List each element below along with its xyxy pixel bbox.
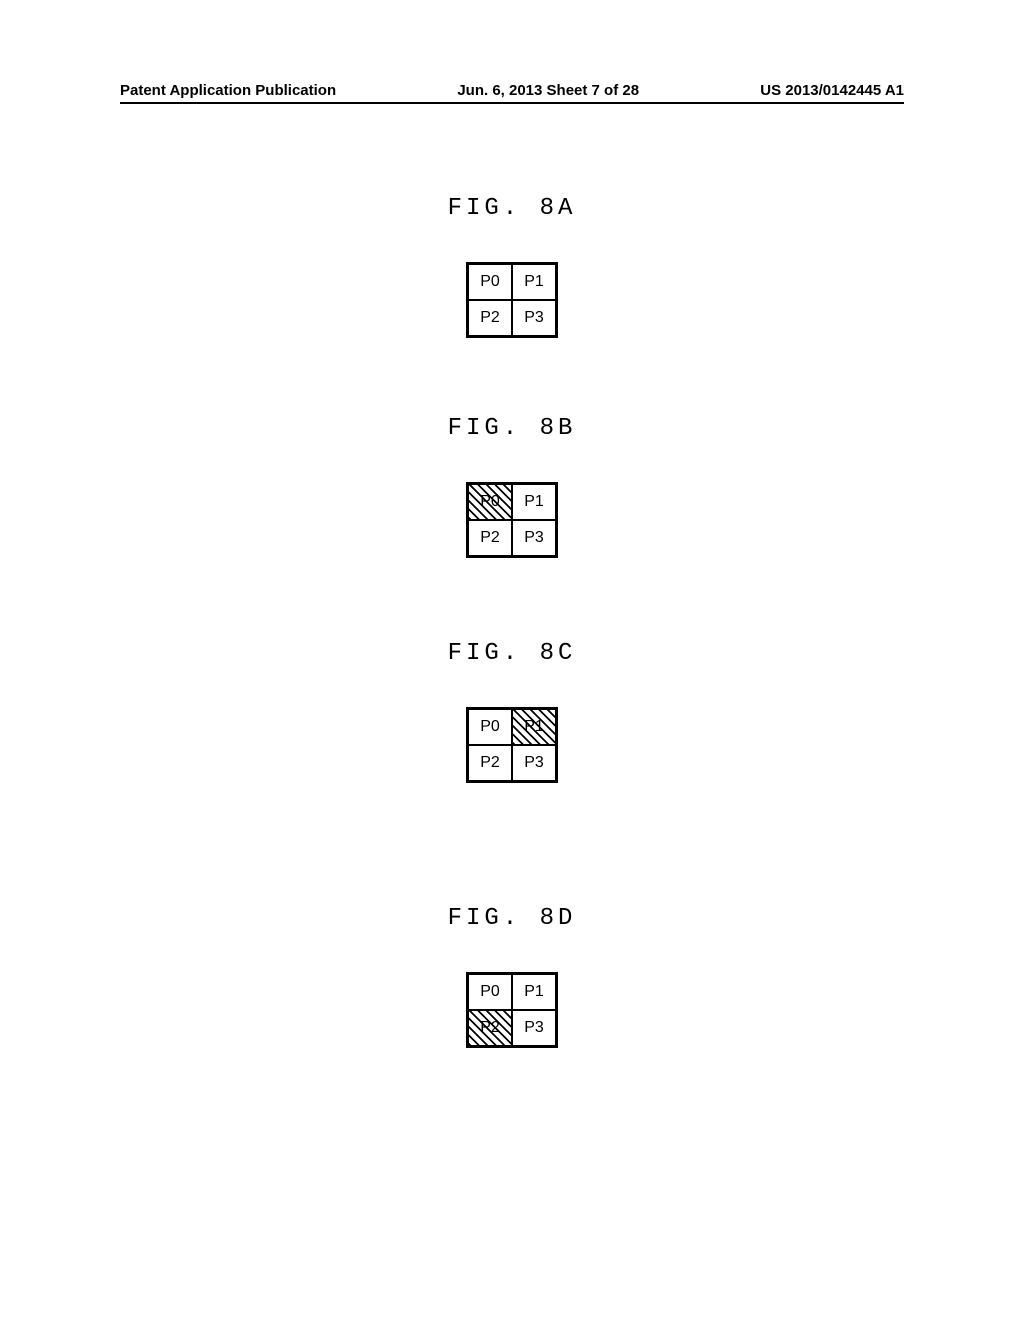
figure-8c: FIG. 8C P0 P1 P2 P3 — [0, 640, 1024, 783]
header-center: Jun. 6, 2013 Sheet 7 of 28 — [457, 82, 639, 99]
pixel-grid: P0 P1 P2 P3 — [466, 482, 558, 558]
header-rule — [120, 102, 904, 104]
figure-title: FIG. 8C — [448, 640, 577, 667]
cell-label: P2 — [480, 754, 500, 772]
cell-label: P0 — [480, 983, 500, 1001]
figure-8a: FIG. 8A P0 P1 P2 P3 — [0, 195, 1024, 338]
cell-p2: P2 — [468, 745, 512, 781]
cell-label: P3 — [524, 529, 544, 547]
cell-p0: P0 — [468, 709, 512, 745]
cell-p2: P2 — [468, 300, 512, 336]
cell-p0: P0 — [468, 484, 512, 520]
cell-label: P2 — [480, 309, 500, 327]
cell-p3: P3 — [512, 300, 556, 336]
cell-p3: P3 — [512, 1010, 556, 1046]
pixel-grid: P0 P1 P2 P3 — [466, 972, 558, 1048]
pixel-grid: P0 P1 P2 P3 — [466, 707, 558, 783]
cell-p3: P3 — [512, 745, 556, 781]
figure-8b: FIG. 8B P0 P1 P2 P3 — [0, 415, 1024, 558]
figure-title: FIG. 8D — [448, 905, 577, 932]
cell-p1: P1 — [512, 709, 556, 745]
cell-p1: P1 — [512, 264, 556, 300]
cell-p1: P1 — [512, 484, 556, 520]
header-left: Patent Application Publication — [120, 82, 336, 99]
cell-label: P3 — [524, 1019, 544, 1037]
cell-label: P1 — [524, 493, 544, 511]
figure-title: FIG. 8A — [448, 195, 577, 222]
cell-label: P3 — [524, 754, 544, 772]
cell-p0: P0 — [468, 264, 512, 300]
cell-label: P2 — [480, 1019, 500, 1037]
cell-label: P0 — [480, 273, 500, 291]
cell-p3: P3 — [512, 520, 556, 556]
cell-label: P2 — [480, 529, 500, 547]
cell-label: P0 — [480, 493, 500, 511]
figure-title: FIG. 8B — [448, 415, 577, 442]
figure-8d: FIG. 8D P0 P1 P2 P3 — [0, 905, 1024, 1048]
cell-label: P0 — [480, 718, 500, 736]
cell-label: P3 — [524, 309, 544, 327]
cell-p1: P1 — [512, 974, 556, 1010]
pixel-grid: P0 P1 P2 P3 — [466, 262, 558, 338]
cell-p2: P2 — [468, 1010, 512, 1046]
cell-label: P1 — [524, 718, 544, 736]
cell-label: P1 — [524, 983, 544, 1001]
header-right: US 2013/0142445 A1 — [760, 82, 904, 99]
page-header: Patent Application Publication Jun. 6, 2… — [0, 82, 1024, 99]
cell-p2: P2 — [468, 520, 512, 556]
cell-label: P1 — [524, 273, 544, 291]
cell-p0: P0 — [468, 974, 512, 1010]
